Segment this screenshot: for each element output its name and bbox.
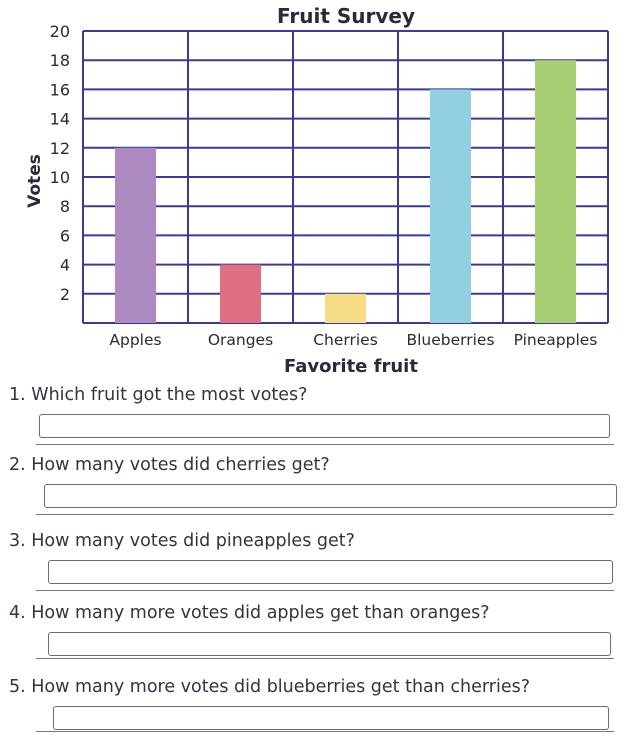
bars bbox=[115, 60, 576, 324]
answer-2-underline bbox=[36, 514, 614, 515]
answer-4-field[interactable] bbox=[48, 632, 611, 656]
y-tick-labels: 2 4 6 8 10 12 14 16 18 20 bbox=[50, 22, 70, 304]
answer-1-field[interactable] bbox=[39, 414, 610, 438]
grid bbox=[82, 30, 609, 324]
y-tick-label: 18 bbox=[50, 51, 70, 70]
y-tick-label: 4 bbox=[60, 256, 70, 275]
bar-blueberries bbox=[430, 89, 471, 324]
bar-oranges bbox=[220, 264, 261, 323]
x-tick-label-pineapples: Pineapples bbox=[514, 331, 598, 349]
x-tick-label-cherries: Cherries bbox=[313, 331, 378, 349]
answer-3-underline bbox=[36, 590, 614, 591]
bar-pineapples bbox=[535, 60, 576, 323]
y-tick-label: 2 bbox=[60, 285, 70, 304]
answer-5-underline bbox=[36, 731, 614, 732]
y-tick-label: 8 bbox=[60, 197, 70, 216]
bar-cherries bbox=[325, 293, 366, 323]
question-4-text: 4. How many more votes did apples get th… bbox=[9, 603, 490, 623]
answer-1-underline bbox=[36, 444, 614, 445]
x-tick-labels: Apples Oranges Cherries Blueberries Pineappl… bbox=[109, 331, 597, 349]
chart-title: Fruit Survey bbox=[277, 4, 415, 28]
bar-chart: Fruit Survey Votes Favorite fruit 2 4 6 8 10… bbox=[25, 4, 609, 377]
answer-2-field[interactable] bbox=[44, 484, 617, 508]
answer-5-field[interactable] bbox=[53, 706, 609, 730]
y-tick-label: 20 bbox=[50, 22, 70, 41]
x-axis-label: Favorite fruit bbox=[284, 356, 418, 377]
y-tick-label: 12 bbox=[50, 139, 70, 158]
question-2-text: 2. How many votes did cherries get? bbox=[9, 455, 330, 475]
y-tick-label: 10 bbox=[50, 168, 70, 187]
y-axis-label: Votes bbox=[25, 154, 45, 208]
answer-4-underline bbox=[36, 658, 614, 659]
answer-3-field[interactable] bbox=[48, 560, 613, 584]
x-tick-label-apples: Apples bbox=[109, 331, 161, 349]
question-5-text: 5. How many more votes did blueberries g… bbox=[9, 677, 531, 697]
y-tick-label: 6 bbox=[60, 226, 70, 245]
y-tick-label: 14 bbox=[50, 110, 70, 129]
bar-apples bbox=[115, 147, 156, 323]
question-3-text: 3. How many votes did pineapples get? bbox=[9, 531, 355, 551]
question-1-text: 1. Which fruit got the most votes? bbox=[9, 385, 308, 405]
x-tick-label-oranges: Oranges bbox=[208, 331, 273, 349]
y-tick-label: 16 bbox=[50, 80, 70, 99]
x-tick-label-blueberries: Blueberries bbox=[406, 331, 494, 349]
